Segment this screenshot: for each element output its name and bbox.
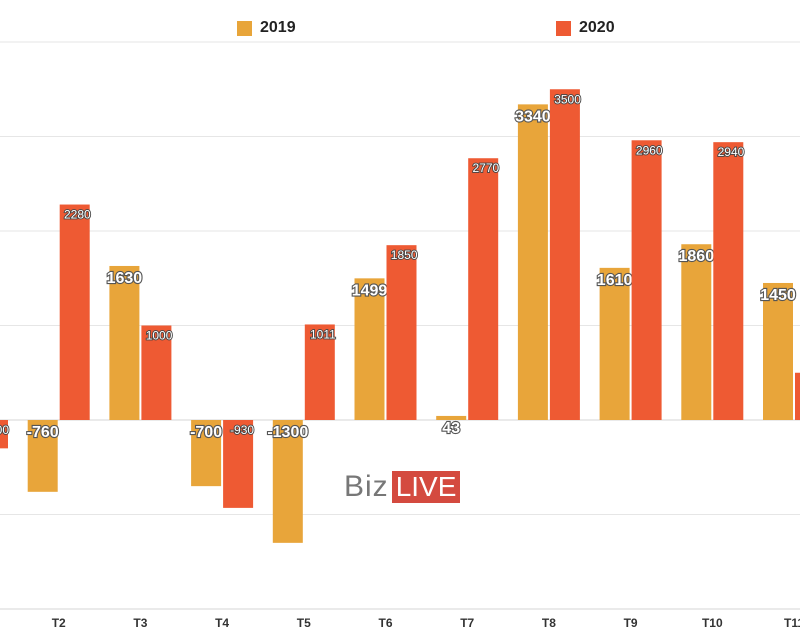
data-label-2019-T3: 1630 <box>107 270 143 287</box>
x-tick-label-T9: T9 <box>624 616 638 630</box>
data-label-2019-T11: 1450 <box>760 287 796 304</box>
bar-2020-T11 <box>795 372 800 420</box>
watermark-biz: Biz <box>344 470 389 503</box>
data-label-2020-T1: -300 <box>0 423 9 437</box>
bar-2019-T9 <box>599 267 630 420</box>
legend-swatch-2020 <box>556 20 571 36</box>
legend-label-2019: 2019 <box>260 19 296 36</box>
data-label-2019-T10: 1860 <box>679 248 715 265</box>
bar-2020-T1 <box>0 420 8 449</box>
bar-2019-T4 <box>191 420 222 487</box>
data-label-2019-T7: 43 <box>442 420 460 437</box>
bar-2019-T3 <box>109 265 140 420</box>
bar-2019-T8 <box>517 104 548 421</box>
x-tick-label-T2: T2 <box>52 616 66 630</box>
data-label-2019-T2: -760 <box>27 424 59 441</box>
data-label-2020-T9: 2960 <box>636 143 663 157</box>
bar-2019-T7 <box>436 415 467 420</box>
data-label-2019-T4: -700 <box>190 424 222 441</box>
bar-2019-T2 <box>27 420 58 492</box>
data-label-2020-T2: 2280 <box>64 208 91 222</box>
x-tick-label-T8: T8 <box>542 616 556 630</box>
bar-2020-T8 <box>549 89 580 420</box>
bar-2019-T10 <box>681 244 712 420</box>
watermark-logo: Biz LIVE <box>344 470 461 504</box>
legend-item-2020[interactable]: 2020 <box>556 16 615 40</box>
data-label-2020-T5: 1011 <box>310 327 336 341</box>
bar-2020-T3 <box>141 325 172 420</box>
watermark-live: LIVE <box>391 471 461 503</box>
bar-2020-T7 <box>468 158 499 421</box>
bar-2019-T11 <box>763 282 793 420</box>
bar-2020-T2 <box>59 204 90 420</box>
data-label-2020-T7: 2770 <box>472 161 499 175</box>
bar-2019-T5 <box>272 420 303 543</box>
x-tick-label-T6: T6 <box>378 616 392 630</box>
x-tick-label-T3: T3 <box>133 616 147 630</box>
data-label-2019-T8: 3340 <box>515 108 551 125</box>
legend-label-2020: 2020 <box>579 19 615 36</box>
bar-2020-T6 <box>386 245 417 420</box>
data-label-2019-T5: -1300 <box>267 424 308 441</box>
x-tick-label-T4: T4 <box>215 616 229 630</box>
data-label-2019-T6: 1499 <box>352 282 388 299</box>
x-tick-label-T5: T5 <box>297 616 311 630</box>
data-label-2020-T6: 1850 <box>391 248 418 262</box>
data-label-2020-T10: 2940 <box>718 145 745 159</box>
bar-2020-T9 <box>631 140 662 420</box>
data-label-2020-T4: -930 <box>230 423 254 437</box>
x-tick-label-T11: T11 <box>784 616 800 630</box>
x-tick-label-T10: T10 <box>702 616 723 630</box>
bar-2020-T10 <box>713 142 744 421</box>
data-label-2020-T8: 3500 <box>554 92 581 106</box>
x-tick-label-T7: T7 <box>460 616 474 630</box>
legend-item-2019[interactable]: 2019 <box>237 16 296 40</box>
data-label-2019-T9: 1610 <box>597 272 633 289</box>
bar-2020-T5 <box>304 324 335 420</box>
bar-2020-T4 <box>223 420 254 508</box>
legend-swatch-2019 <box>237 20 252 36</box>
data-label-2020-T3: 1000 <box>146 329 173 343</box>
bar-2019-T6 <box>354 278 385 420</box>
